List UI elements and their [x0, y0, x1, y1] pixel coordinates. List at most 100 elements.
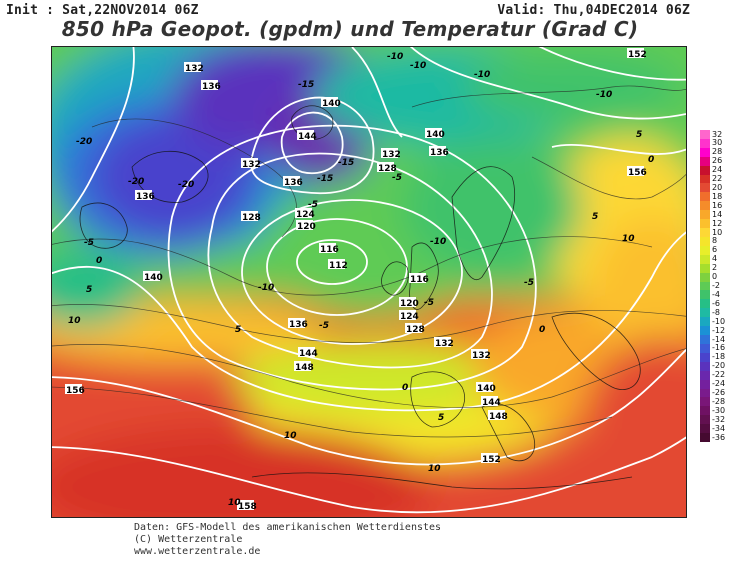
legend-label: 8 [712, 236, 718, 246]
svg-text:158: 158 [238, 502, 257, 512]
temperature-label: 0 [402, 383, 408, 393]
temperature-label: 5 [438, 413, 444, 423]
gpdm-label: 158 [237, 500, 257, 512]
temperature-label: -5 [392, 173, 402, 183]
temperature-label: 10 [284, 431, 297, 441]
legend-label: -4 [712, 289, 720, 299]
svg-text:136: 136 [430, 148, 449, 158]
svg-text:152: 152 [482, 455, 501, 465]
gpdm-label: 136 [135, 190, 155, 202]
geopotential-labels: 112 116 116 120 120 124 124 128 128 128 … [65, 48, 647, 512]
legend-swatch [700, 130, 710, 140]
valid-time: Valid: Thu,04DEC2014 06Z [497, 3, 690, 18]
gpdm-label: 120 [296, 220, 316, 232]
gpdm-label: 152 [627, 48, 647, 60]
legend-label: -18 [712, 352, 726, 362]
temperature-label: 10 [622, 234, 635, 244]
gpdm-label: 136 [283, 176, 303, 188]
svg-text:120: 120 [297, 222, 316, 232]
legend-label: 20 [712, 182, 723, 192]
svg-text:128: 128 [242, 213, 261, 223]
gpdm-label: 128 [241, 211, 261, 223]
legend-swatch [700, 281, 710, 291]
temperature-label: -10 [596, 90, 612, 100]
gpdm-label: 128 [377, 162, 397, 174]
legend-swatch [700, 263, 710, 274]
svg-text:156: 156 [66, 386, 85, 396]
svg-text:140: 140 [144, 273, 163, 283]
svg-text:132: 132 [472, 351, 491, 361]
legend-swatch [700, 147, 710, 158]
legend-label: -16 [712, 343, 726, 353]
gpdm-label: 132 [241, 158, 261, 170]
legend-label: 30 [712, 138, 723, 148]
legend-swatch [700, 326, 710, 336]
temperature-label: 10 [68, 316, 81, 326]
legend-swatch [700, 317, 710, 327]
temperature-label: -20 [76, 137, 92, 147]
legend-label: 18 [712, 191, 723, 201]
svg-text:148: 148 [489, 412, 508, 422]
svg-text:140: 140 [477, 384, 496, 394]
temperature-label: -5 [308, 200, 318, 210]
legend-label: -28 [712, 396, 726, 406]
legend-swatch [700, 245, 710, 256]
legend-label: -22 [712, 370, 726, 380]
legend-swatch [700, 290, 710, 300]
temperature-label: -10 [387, 52, 403, 62]
data-source-text: Daten: GFS-Modell des amerikanischen Wet… [134, 522, 442, 533]
temperature-label: -5 [524, 278, 534, 288]
gpdm-label: 132 [381, 148, 401, 160]
svg-text:140: 140 [426, 130, 445, 140]
gpdm-label: 140 [321, 97, 341, 109]
legend-swatch [700, 236, 710, 247]
gpdm-label: 132 [434, 337, 454, 349]
svg-text:136: 136 [289, 320, 308, 330]
gpdm-label: 140 [476, 382, 496, 394]
legend-swatch [700, 343, 710, 354]
legend-swatch [700, 219, 710, 229]
svg-text:144: 144 [482, 398, 501, 408]
temperature-label: 10 [428, 464, 441, 474]
gpdm-label: 156 [65, 384, 85, 396]
svg-text:112: 112 [329, 261, 348, 271]
legend-label: -36 [712, 432, 726, 442]
legend-label: 4 [712, 254, 718, 264]
legend-swatch [700, 433, 710, 443]
svg-text:144: 144 [299, 349, 318, 359]
gpdm-label: 136 [288, 318, 308, 330]
init-time: Init : Sat,22NOV2014 06Z [6, 3, 199, 18]
legend-swatch [700, 174, 710, 184]
legend-label: -34 [712, 423, 726, 433]
legend-swatch [700, 156, 710, 167]
legend-swatch [700, 388, 710, 398]
temperature-label: 5 [235, 325, 241, 335]
svg-text:148: 148 [295, 363, 314, 373]
data-credits: Daten: GFS-Modell des amerikanischen Wet… [134, 522, 441, 558]
legend-label: 14 [712, 209, 723, 219]
svg-text:136: 136 [202, 82, 221, 92]
gpdm-label: 124 [399, 310, 419, 322]
legend-label: 32 [712, 129, 723, 139]
svg-text:116: 116 [410, 275, 429, 285]
gpdm-label: 136 [429, 146, 449, 158]
legend-swatch [700, 424, 710, 434]
temperature-labels: -20 -20 -20 -15 -15 -15 -10 -10 -10 -10 … [68, 52, 654, 508]
svg-text:128: 128 [406, 325, 425, 335]
svg-text:140: 140 [322, 99, 341, 109]
weather-map[interactable]: 112 116 116 120 120 124 124 128 128 128 … [51, 46, 687, 518]
svg-text:132: 132 [185, 64, 204, 74]
temperature-label: -15 [298, 80, 314, 90]
legend-label: -14 [712, 334, 726, 344]
gpdm-label: 144 [297, 130, 317, 142]
gpdm-label: 152 [481, 453, 501, 465]
temperature-label: -10 [474, 70, 490, 80]
temperature-label: 0 [96, 256, 102, 266]
gpdm-label: 112 [328, 259, 348, 271]
gpdm-label: 140 [143, 271, 163, 283]
legend-swatch [700, 228, 710, 238]
legend-label: 10 [712, 227, 723, 237]
legend-swatch [700, 210, 710, 220]
website-link[interactable]: www.wetterzentrale.de [134, 546, 261, 557]
legend-label: -12 [712, 325, 726, 335]
